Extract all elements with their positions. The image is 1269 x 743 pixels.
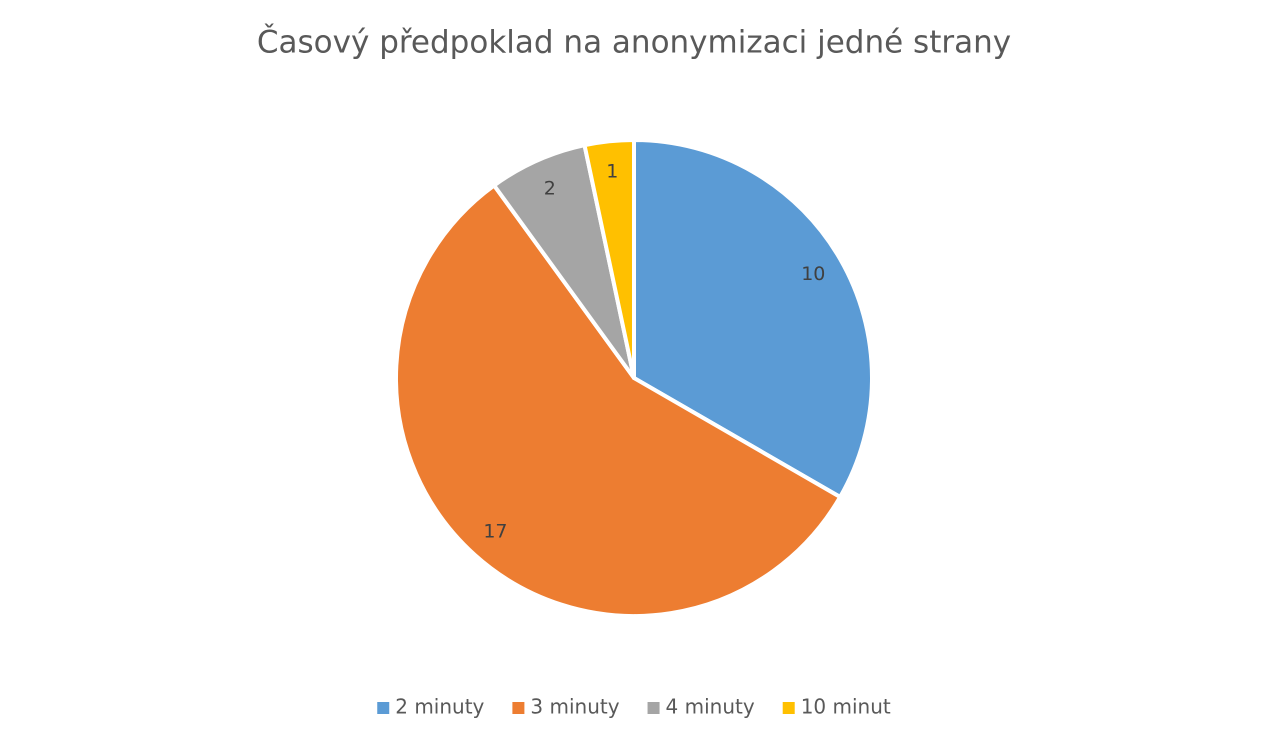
legend-swatch — [512, 702, 525, 714]
data-label: 10 — [801, 263, 825, 285]
pie-slice — [632, 138, 874, 499]
legend-label: 4 minuty — [666, 695, 755, 719]
data-label: 1 — [606, 161, 618, 183]
legend-label: 3 minuty — [530, 695, 619, 719]
legend-label: 10 minut — [801, 695, 891, 719]
legend-swatch — [782, 702, 795, 714]
pie-slice — [394, 183, 843, 618]
legend-swatch — [647, 702, 660, 714]
data-label: 17 — [483, 520, 507, 542]
data-label: 2 — [544, 177, 556, 199]
legend-label: 2 minuty — [395, 695, 484, 719]
pie-slice — [582, 138, 636, 380]
legend-swatch — [377, 702, 390, 714]
chart-title: Časový předpoklad na anonymizaci jedné s… — [257, 24, 1011, 61]
